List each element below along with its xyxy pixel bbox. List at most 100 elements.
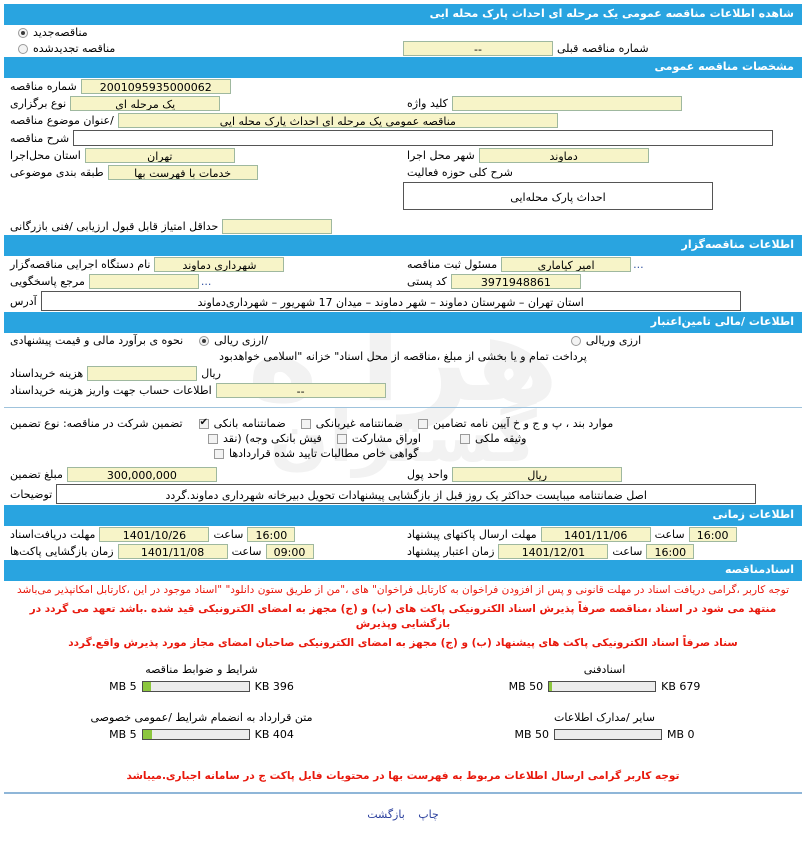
address-field[interactable]: استان تهران – شهرستان دماوند – شهر دماون… xyxy=(40,291,741,311)
back-link[interactable]: بازگشت xyxy=(367,808,405,821)
activity-scope-field[interactable]: احداث پارک محله‌ایی xyxy=(403,182,713,210)
page-title: شاهده اطلاعات مناقصه عمومی یک مرحله ای ا… xyxy=(4,4,802,25)
checkbox-guarantee-nonbank-input[interactable] xyxy=(300,418,311,429)
section-header-organizer: اطلاعات مناقصه‌گزار xyxy=(4,235,802,256)
section-header-general: مشخصات مناقصه عمومی xyxy=(4,57,802,78)
document-row-2: سایر /مدارک اطلاعات 0 MB 50 MB متن قرارد… xyxy=(0,697,806,745)
checkbox-guarantee-other-clauses[interactable]: موارد بند ، پ و ج و خ آیین نامه تضامین xyxy=(416,417,616,430)
document-item-other-max: 50 MB xyxy=(514,728,549,741)
responder-more-icon[interactable]: ... xyxy=(200,275,212,288)
checkbox-guarantee-bank-receipt[interactable]: فیش بانکی وجه) (نقد xyxy=(206,432,325,445)
row-doc-cost: ریال هزینه خرید‌اسناد xyxy=(0,365,806,382)
checkbox-guarantee-bank-input[interactable] xyxy=(198,417,209,429)
checkbox-guarantee-nonbank[interactable]: ضمانتنامه غیربانکی xyxy=(299,417,406,430)
row-responder: 3971948861 کد پستی ... مرجع پاسخگویی xyxy=(0,273,806,290)
documents-notice-line-1: توجه کاربر ،گرامی دریافت اسناد در مهلت ق… xyxy=(16,584,790,596)
classification-field[interactable]: خدمات با فهرست بها xyxy=(107,165,258,180)
document-item-contract-size: 404 KB 5 MB xyxy=(0,728,403,741)
guarantee-amount-field[interactable]: 300,000,000 xyxy=(66,467,217,482)
documents-notice-line-2: منتهد می شود در اسناد ،مناقصه صرفاً پذیر… xyxy=(29,603,777,630)
document-item-contract: متن قرارداد به انضمام شرایط /عمومی خصوصی… xyxy=(0,711,403,741)
checkbox-guarantee-bonds-input[interactable] xyxy=(336,433,347,444)
radio-currency-rial[interactable]: /ارزی ریالی xyxy=(197,334,271,347)
description-field[interactable] xyxy=(73,130,774,146)
row-subject: مناقصه عمومی یک مرحله ای احداث پارک محله… xyxy=(0,112,806,129)
opening-date-field[interactable]: 1401/11/08 xyxy=(117,544,228,559)
radio-renewed-tender[interactable]: مناقصه تجدیدشده xyxy=(16,42,118,55)
radio-currency-rial-label: /ارزی ریالی xyxy=(214,334,268,347)
radio-renewed-tender-input[interactable] xyxy=(18,43,28,54)
tender-number-label: شماره مناقصه xyxy=(10,80,77,93)
city-field[interactable]: دماوند xyxy=(478,148,649,163)
document-item-technical-bar xyxy=(548,681,657,692)
envelope-submit-date-field[interactable]: 1401/11/06 xyxy=(540,527,651,542)
account-info-field[interactable]: -- xyxy=(215,383,386,398)
row-currency-type: ارزی وریالی /ارزی ریالی نحوه ی برآورد ما… xyxy=(0,333,806,348)
doc-receive-time-field[interactable]: 16:00 xyxy=(247,527,296,542)
guarantee-amount-label: مبلغ تضمین xyxy=(10,468,63,481)
checkbox-guarantee-bank-receipt-input[interactable] xyxy=(208,433,218,444)
agency-label: نام دستگاه اجرایی مناقصه‌گزار xyxy=(10,258,151,271)
document-item-contract-bar xyxy=(141,729,250,740)
validity-time-field[interactable]: 16:00 xyxy=(646,544,695,559)
postal-code-field[interactable]: 3971948861 xyxy=(450,274,581,289)
responder-field[interactable] xyxy=(88,274,199,289)
tender-type-row-renewed: شماره مناقصه قبلی -- مناقصه تجدیدشده xyxy=(0,40,806,57)
checkbox-guarantee-property-deed[interactable]: وثیقه ملکی xyxy=(458,432,529,445)
checkbox-guarantee-nonbank-label: ضمانتنامه غیربانکی xyxy=(315,417,403,430)
guarantee-currency-field[interactable]: ریال xyxy=(452,467,623,482)
row-classification: شرح کلی حوزه فعالیت خدمات با فهرست بها ط… xyxy=(0,164,806,181)
province-field[interactable]: تهران xyxy=(84,148,235,163)
holding-type-field[interactable]: یک مرحله ای xyxy=(70,96,221,111)
row-tender-number: 2001095935000062 شماره مناقصه xyxy=(0,78,806,95)
checkbox-guarantee-bank[interactable]: ضمانتنامه بانکی xyxy=(197,417,289,430)
divider xyxy=(4,407,802,408)
opening-time-label: ساعت xyxy=(231,545,262,558)
radio-currency-rial-and-foreign-input[interactable] xyxy=(570,335,581,346)
checkbox-guarantee-claims-certificate[interactable]: گواهی خاص مطالبات تایید شده قراردادها xyxy=(212,447,422,460)
registrar-field[interactable]: امیر کیاماری xyxy=(501,257,632,272)
checkbox-guarantee-property-deed-input[interactable] xyxy=(460,433,470,444)
row-agency: ... امیر کیاماری مسئول ثبت مناقصه شهردار… xyxy=(0,256,806,273)
document-item-technical: اسناد‌فنی 679 KB 50 MB xyxy=(403,663,806,693)
row-guarantee-options-2: وثیقه ملکی اوراق مشارکت فیش بانکی وجه) (… xyxy=(0,431,806,446)
guarantee-notes-field[interactable]: اصل ضمانتنامه میبایست حداکثر یک روز قبل … xyxy=(56,484,757,504)
doc-cost-field[interactable] xyxy=(87,366,198,381)
footer-links: چاپ بازگشت xyxy=(0,794,806,827)
holding-type-label: نوع برگزاری xyxy=(10,97,67,110)
checkbox-guarantee-bank-receipt-label: فیش بانکی وجه) (نقد xyxy=(223,432,322,445)
min-score-field[interactable] xyxy=(222,219,333,234)
print-link[interactable]: چاپ xyxy=(418,808,439,821)
checkbox-guarantee-other-clauses-input[interactable] xyxy=(417,418,428,429)
registrar-more-icon[interactable]: ... xyxy=(633,258,644,271)
subject-label: /عنوان موضوع مناقصه xyxy=(10,114,114,127)
doc-receive-date-field[interactable]: 1401/10/26 xyxy=(99,527,210,542)
checkbox-guarantee-bank-label: ضمانتنامه بانکی xyxy=(213,417,286,430)
radio-currency-rial-and-foreign[interactable]: ارزی وریالی xyxy=(569,334,644,347)
row-guarantee-options-3: گواهی خاص مطالبات تایید شده قراردادها xyxy=(0,446,806,461)
keyword-field[interactable] xyxy=(451,96,682,111)
radio-new-tender[interactable]: مناقصه‌جدید xyxy=(16,26,91,39)
previous-tender-number-field[interactable]: -- xyxy=(403,41,553,56)
doc-cost-unit: ریال xyxy=(201,367,221,380)
checkbox-guarantee-claims-certificate-input[interactable] xyxy=(214,448,224,459)
checkbox-guarantee-bonds[interactable]: اوراق مشارکت xyxy=(335,432,424,445)
opening-time-field[interactable]: 09:00 xyxy=(265,544,314,559)
document-item-technical-label: اسناد‌فنی xyxy=(583,663,626,676)
radio-new-tender-input[interactable] xyxy=(18,27,28,38)
doc-receive-label: مهلت دریافت‌اسناد xyxy=(10,528,96,541)
min-score-label: حداقل امتیاز قابل قبول ارزیابی /فنی بازر… xyxy=(10,220,219,233)
footer-divider xyxy=(4,792,802,794)
document-item-technical-fill xyxy=(549,682,553,691)
agency-field[interactable]: شهرداری دماوند xyxy=(154,257,285,272)
radio-currency-rial-and-foreign-label: ارزی وریالی xyxy=(585,334,642,347)
section-header-schedule: اطلاعات زمانی xyxy=(4,505,802,526)
document-item-terms-label: شرایط و ضوابط مناقصه xyxy=(145,663,258,676)
tender-number-field[interactable]: 2001095935000062 xyxy=(80,79,231,94)
province-label: استان محل‌اجرا xyxy=(10,149,81,162)
envelope-submit-time-field[interactable]: 16:00 xyxy=(688,527,737,542)
radio-new-tender-label: مناقصه‌جدید xyxy=(33,26,88,39)
radio-currency-rial-input[interactable] xyxy=(199,335,210,346)
subject-field[interactable]: مناقصه عمومی یک مرحله ای احداث پارک محله… xyxy=(117,113,558,128)
validity-date-field[interactable]: 1401/12/01 xyxy=(498,544,609,559)
